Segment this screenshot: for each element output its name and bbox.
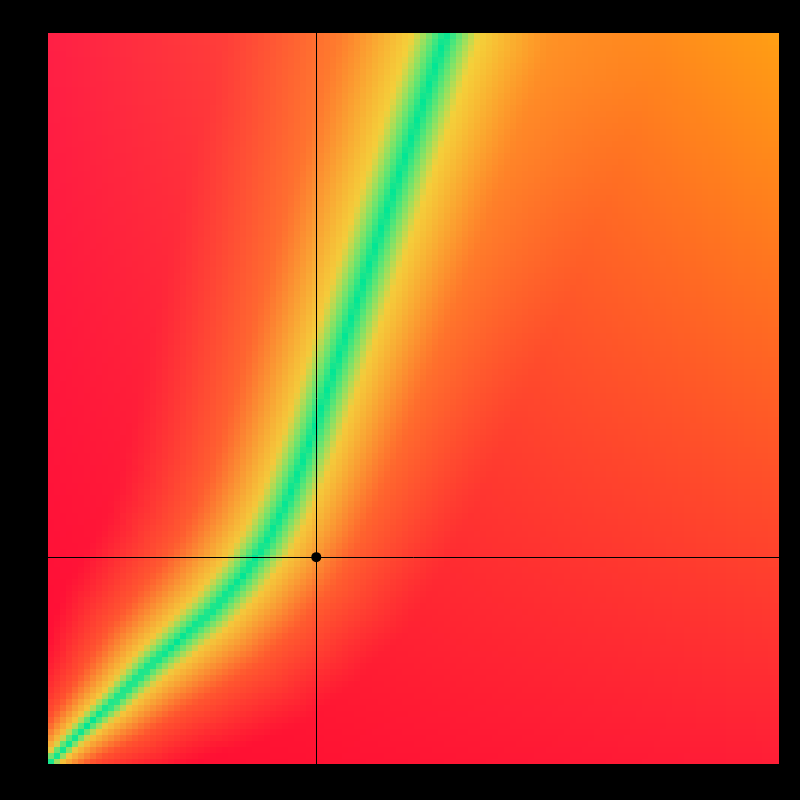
chart-container: { "watermark": "TheBottleneck.com", "can…	[0, 0, 800, 800]
heatmap-canvas	[0, 0, 800, 800]
